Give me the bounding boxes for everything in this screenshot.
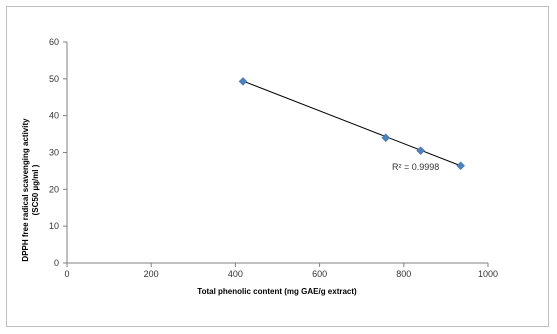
x-tick-label: 400	[228, 269, 243, 279]
y-axis-title-line2: (SC50 µg/ml )	[31, 164, 40, 215]
x-tick-label: 600	[312, 269, 327, 279]
y-tick-label: 40	[49, 111, 59, 121]
y-tick-label: 30	[49, 148, 59, 158]
data-point	[238, 77, 248, 86]
y-tick-label: 0	[54, 258, 59, 268]
y-tick-label: 60	[49, 37, 59, 47]
y-tick-label: 10	[49, 221, 59, 231]
data-point	[456, 161, 465, 171]
x-tick-label: 200	[144, 269, 159, 279]
y-axis-title: DPPH free radical scavenging activity (S…	[21, 118, 40, 262]
x-tick-label: 1000	[478, 269, 498, 279]
x-tick-label: 0	[64, 269, 69, 279]
trendline	[242, 80, 461, 167]
r-squared-annotation: R² = 0.9998	[392, 162, 439, 172]
y-tick-label: 50	[49, 74, 59, 84]
x-axis-title: Total phenolic content (mg GAE/g extract…	[197, 287, 357, 296]
y-axis-title-line1: DPPH free radical scavenging activity	[21, 118, 30, 262]
data-point	[416, 146, 425, 156]
data-point	[381, 133, 391, 143]
y-tick-label: 20	[49, 184, 59, 194]
x-tick-label: 800	[396, 269, 411, 279]
